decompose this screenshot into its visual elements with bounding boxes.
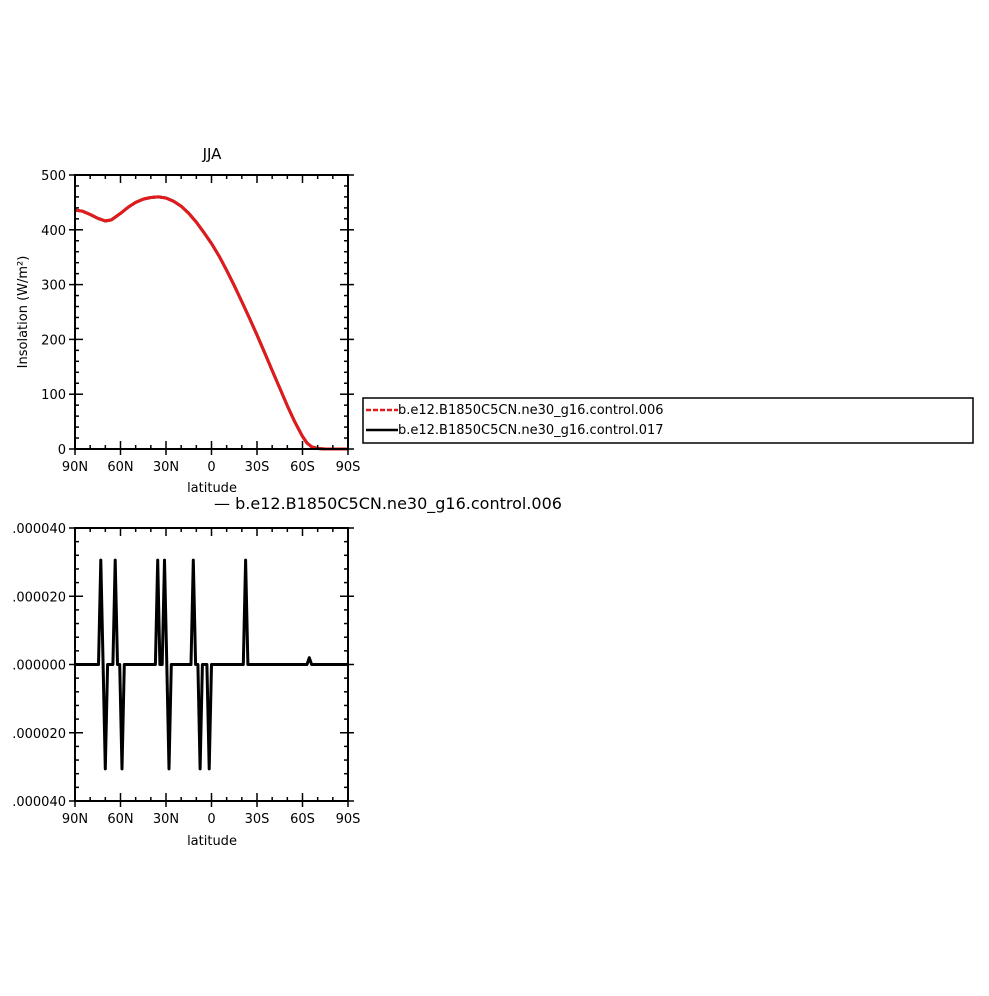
y-tick-label: .000000 (12, 659, 66, 674)
y-tick-label: 0 (58, 443, 66, 458)
y-tick-label: .000020 (12, 590, 66, 605)
insolation-chart-title: JJA (202, 145, 223, 163)
y-tick-label: .000020 (12, 727, 66, 742)
legend: b.e12.B1850C5CN.ne30_g16.control.006 b.e… (362, 397, 974, 444)
y-tick-label: .000040 (12, 522, 66, 537)
x-tick-label: 30N (153, 460, 179, 475)
series-line-0-0 (74, 195, 348, 451)
y-tick-label: 200 (41, 333, 66, 348)
legend-label-control-017: b.e12.B1850C5CN.ne30_g16.control.017 (398, 423, 664, 438)
difference-series-group (75, 558, 348, 771)
x-tick-label: 90N (62, 460, 88, 475)
y-tick-label: 100 (41, 388, 66, 403)
legend-label-control-006: b.e12.B1850C5CN.ne30_g16.control.006 (398, 403, 664, 418)
difference-panel: — b.e12.B1850C5CN.ne30_g16.control.006 9… (12, 494, 562, 849)
difference-x-axis-label: latitude (187, 834, 237, 849)
x-tick-label: 60N (107, 812, 133, 827)
insolation-series-group (74, 195, 348, 451)
x-tick-label: 60S (290, 460, 315, 475)
y-tick-label: 400 (41, 224, 66, 239)
series-line-0-1 (74, 195, 348, 451)
insolation-x-axis-label: latitude (187, 481, 237, 496)
x-tick-label: 0 (207, 812, 215, 827)
y-tick-label: .000040 (12, 795, 66, 810)
insolation-panel: JJA 90N 60N 30N 0 30S 60S 90S0100200300400500 … (16, 145, 360, 496)
insolation-y-axis-label: Insolation (W/m²) (16, 256, 31, 369)
x-tick-label: 90S (336, 460, 361, 475)
y-tick-label: 300 (41, 279, 66, 294)
x-tick-label: 90N (62, 812, 88, 827)
x-tick-label: 90S (336, 812, 361, 827)
difference-chart-title: — b.e12.B1850C5CN.ne30_g16.control.006 (214, 494, 562, 514)
x-tick-label: 30S (245, 460, 270, 475)
series-line-1-0 (75, 558, 348, 771)
x-tick-label: 30S (245, 812, 270, 827)
x-tick-label: 30N (153, 812, 179, 827)
y-tick-label: 500 (41, 169, 66, 184)
x-tick-label: 60N (107, 460, 133, 475)
x-tick-label: 0 (207, 460, 215, 475)
legend-box (362, 397, 974, 444)
x-tick-label: 60S (290, 812, 315, 827)
